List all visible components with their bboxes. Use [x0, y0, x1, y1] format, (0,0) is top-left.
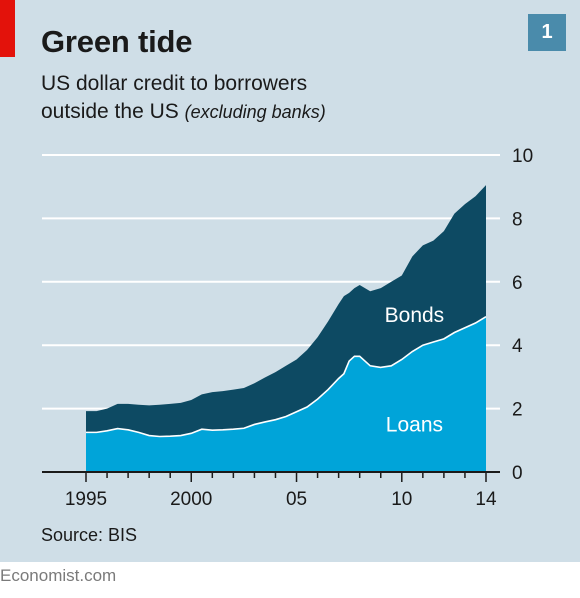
- series-areas: [86, 185, 487, 472]
- series-labels: Bonds Loans: [385, 304, 445, 436]
- chart-title: Green tide: [41, 24, 193, 59]
- subtitle-line-1: US dollar credit to borrowers: [41, 72, 308, 95]
- x-tick-label-14: 14: [475, 489, 497, 510]
- chart-number-badge: 1: [528, 14, 566, 51]
- x-tick-label-05: 05: [286, 489, 307, 510]
- loans-area: [86, 316, 486, 472]
- brand-red-tag: [0, 0, 15, 57]
- bonds-area: [86, 185, 486, 437]
- x-tick-label-10: 10: [391, 489, 412, 510]
- x-tick-label-1995: 1995: [65, 489, 107, 510]
- subtitle-line-2: outside the US: [41, 100, 179, 123]
- series-label-loans: Loans: [386, 413, 443, 436]
- y-tick-label-10: 10: [512, 146, 533, 167]
- loans-boundary-line: [86, 315, 487, 438]
- chart-subtitle: US dollar credit to borrowers outside th…: [41, 70, 326, 126]
- y-tick-label-6: 6: [512, 273, 523, 294]
- y-tick-label-0: 0: [512, 463, 523, 484]
- footer-credit: Economist.com: [0, 566, 117, 585]
- axes: 0 2 4 6 8 10 1995 2000 05 10 14: [42, 146, 533, 510]
- source-note: Source: BIS: [41, 525, 138, 545]
- x-tick-label-2000: 2000: [170, 489, 212, 510]
- y-tick-label-4: 4: [512, 336, 523, 357]
- subtitle-note: (excluding banks): [184, 102, 326, 122]
- y-tick-label-8: 8: [512, 209, 523, 230]
- y-tick-label-2: 2: [512, 400, 523, 421]
- series-label-bonds: Bonds: [385, 304, 445, 327]
